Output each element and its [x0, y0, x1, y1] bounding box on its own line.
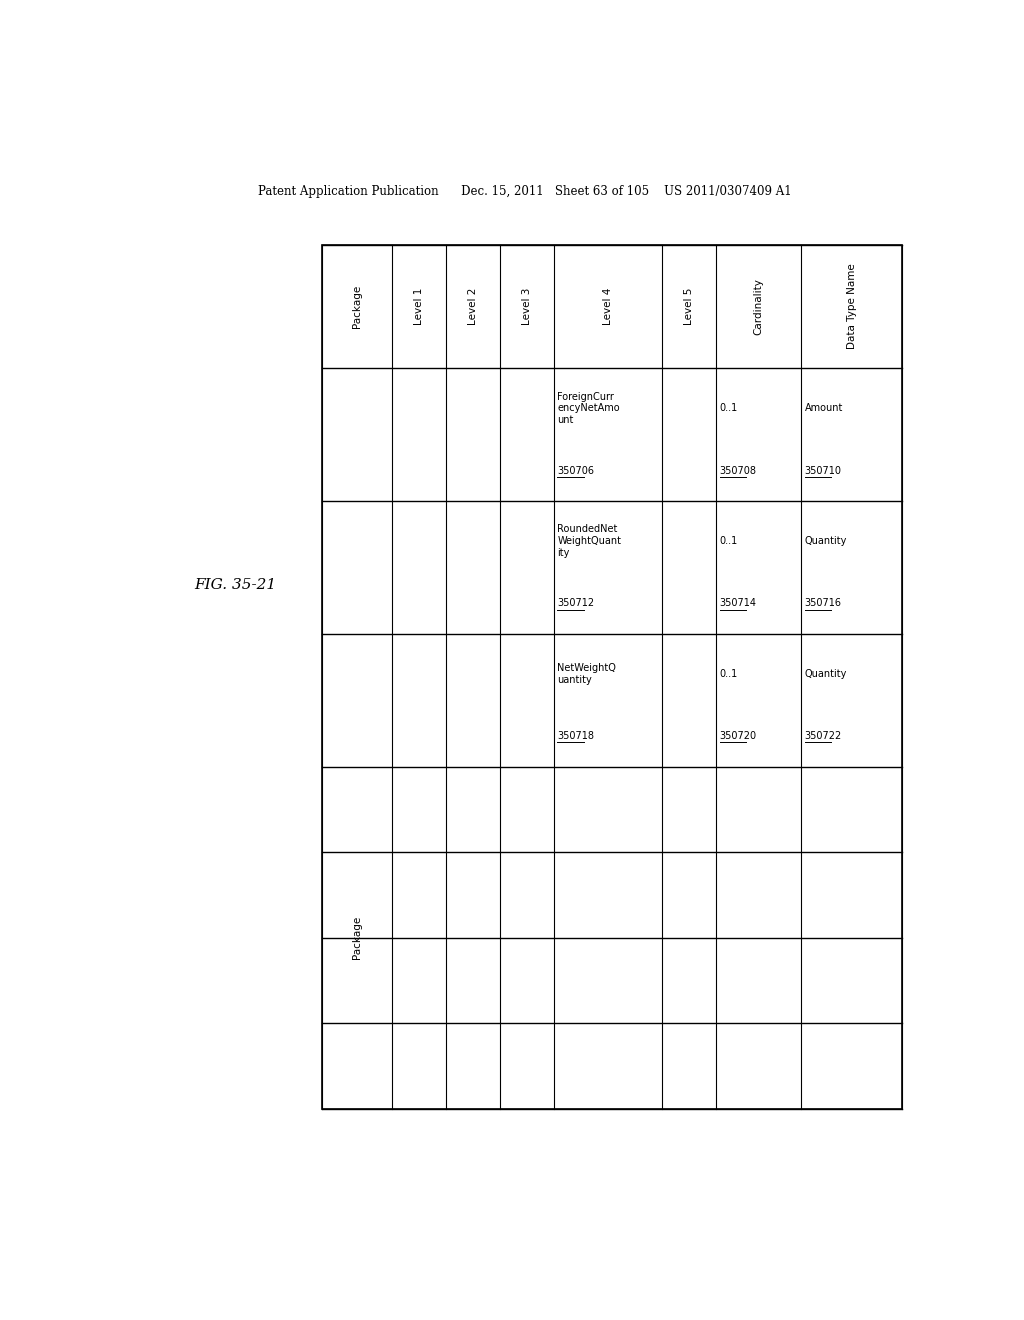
Text: Data Type Name: Data Type Name	[847, 264, 856, 350]
Text: 350706: 350706	[557, 466, 594, 475]
Text: Quantity: Quantity	[805, 536, 847, 546]
Text: Level 3: Level 3	[522, 288, 532, 325]
Text: 350714: 350714	[720, 598, 757, 609]
Text: 0..1: 0..1	[720, 403, 738, 413]
Text: Level 5: Level 5	[684, 288, 694, 325]
Text: Level 1: Level 1	[414, 288, 424, 325]
Bar	[323, 244, 902, 1109]
Text: ForeignCurr
encyNetAmo
unt: ForeignCurr encyNetAmo unt	[557, 392, 620, 425]
Text: NetWeightQ
uantity: NetWeightQ uantity	[557, 663, 616, 685]
Text: 0..1: 0..1	[720, 536, 738, 546]
Text: 350712: 350712	[557, 598, 595, 609]
Text: RoundedNet
WeightQuant
ity: RoundedNet WeightQuant ity	[557, 524, 622, 557]
Text: Amount: Amount	[805, 403, 843, 413]
Text: 350710: 350710	[805, 466, 842, 475]
Text: 0..1: 0..1	[720, 669, 738, 678]
Text: Patent Application Publication      Dec. 15, 2011   Sheet 63 of 105    US 2011/0: Patent Application Publication Dec. 15, …	[258, 185, 792, 198]
Text: 350708: 350708	[720, 466, 757, 475]
Text: 350722: 350722	[805, 731, 842, 742]
Text: FIG. 35-21: FIG. 35-21	[195, 578, 276, 593]
Text: Cardinality: Cardinality	[754, 279, 764, 335]
Text: Package: Package	[352, 285, 362, 329]
Text: 350718: 350718	[557, 731, 594, 742]
Text: Level 4: Level 4	[603, 288, 613, 325]
Text: Quantity: Quantity	[805, 669, 847, 678]
Text: Level 2: Level 2	[468, 288, 478, 325]
Text: 350716: 350716	[805, 598, 842, 609]
Text: Package: Package	[352, 916, 362, 960]
Text: 350720: 350720	[720, 731, 757, 742]
